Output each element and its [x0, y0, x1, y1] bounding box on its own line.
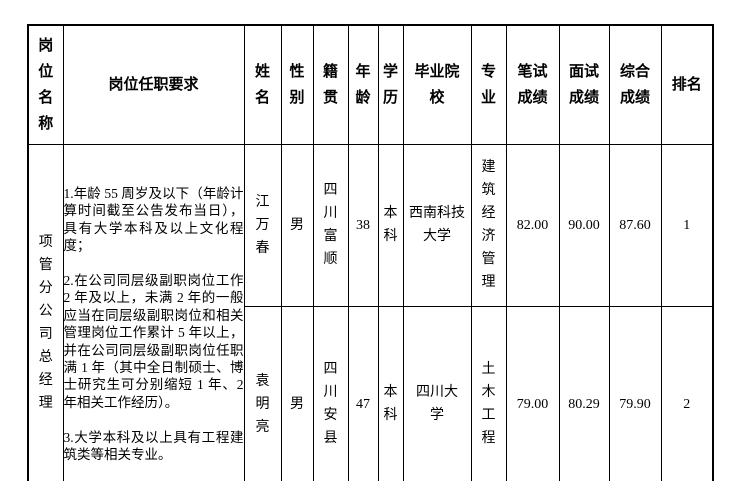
col-header-school: 毕业院 校 [402, 24, 472, 145]
candidate-composite-score-cell: 87.60 [608, 143, 662, 308]
col-header-gender: 性 别 [280, 24, 314, 145]
candidate-native-place-cell: 四 川 安 县 [312, 306, 349, 481]
col-header-name: 姓 名 [243, 24, 282, 145]
candidate-rank-cell: 1 [660, 143, 714, 308]
col-header-education: 学 历 [377, 24, 404, 145]
candidate-education-cell: 本 科 [377, 143, 404, 308]
requirement-item-2: 2.在公司同层级副职岗位工作 2 年及以上，未满 2 年的一般应当在同层级副职岗… [63, 272, 244, 410]
candidate-school-cell: 四川大 学 [402, 306, 472, 481]
col-header-written-score: 笔试 成绩 [505, 24, 560, 145]
candidate-interview-score-cell: 80.29 [558, 306, 610, 481]
col-header-major: 专 业 [470, 24, 507, 145]
col-header-position-name: 岗 位 名 称 [27, 24, 64, 145]
candidate-written-score-cell: 79.00 [505, 306, 560, 481]
recruitment-results-table: 岗 位 名 称 岗位任职要求 姓 名 性 别 籍 贯 年 龄 学 历 毕业院 校… [27, 24, 714, 481]
position-requirements-cell: 1.年龄 55 周岁及以下（年龄计算时间截至公告发布当日），具有大学本科及以上文… [62, 143, 245, 481]
candidate-rank-cell: 2 [660, 306, 714, 481]
candidate-major-cell: 建 筑 经 济 管 理 [470, 143, 507, 308]
candidate-composite-score-cell: 79.90 [608, 306, 662, 481]
candidate-name-cell: 袁 明 亮 [243, 306, 282, 481]
table-header-row: 岗 位 名 称 岗位任职要求 姓 名 性 别 籍 贯 年 龄 学 历 毕业院 校… [27, 24, 714, 145]
col-header-native-place: 籍 贯 [312, 24, 349, 145]
candidate-education-cell: 本 科 [377, 306, 404, 481]
requirement-item-3: 3.大学本科及以上具有工程建筑类等相关专业。 [63, 429, 244, 462]
candidate-row-1: 项 管 分 公 司 总 经 理 1.年龄 55 周岁及以下（年龄计算时间截至公告… [27, 143, 714, 481]
col-header-composite-score: 综合 成绩 [608, 24, 662, 145]
col-header-rank: 排名 [660, 24, 714, 145]
candidate-native-place-cell: 四 川 富 顺 [312, 143, 349, 308]
candidate-age-cell: 38 [347, 143, 379, 308]
requirements-text: 1.年龄 55 周岁及以下（年龄计算时间截至公告发布当日），具有大学本科及以上文… [63, 168, 244, 479]
col-header-requirements: 岗位任职要求 [62, 24, 245, 145]
candidate-interview-score-cell: 90.00 [558, 143, 610, 308]
requirement-item-1: 1.年龄 55 周岁及以下（年龄计算时间截至公告发布当日），具有大学本科及以上文… [63, 185, 244, 254]
candidate-gender-cell: 男 [280, 306, 314, 481]
col-header-age: 年 龄 [347, 24, 379, 145]
candidate-age-cell: 47 [347, 306, 379, 481]
candidate-row-2: 袁 明 亮 男 四 川 安 县 47 本 科 四川大 学 土 木 工 程 79.… [28, 306, 714, 481]
candidate-name-cell: 江 万 春 [243, 143, 282, 308]
col-header-interview-score: 面试 成绩 [558, 24, 610, 145]
candidate-major-cell: 土 木 工 程 [470, 306, 507, 481]
candidate-gender-cell: 男 [280, 143, 314, 308]
candidate-written-score-cell: 82.00 [505, 143, 560, 308]
candidate-school-cell: 西南科技 大学 [402, 143, 472, 308]
position-name-cell: 项 管 分 公 司 总 经 理 [27, 143, 64, 481]
